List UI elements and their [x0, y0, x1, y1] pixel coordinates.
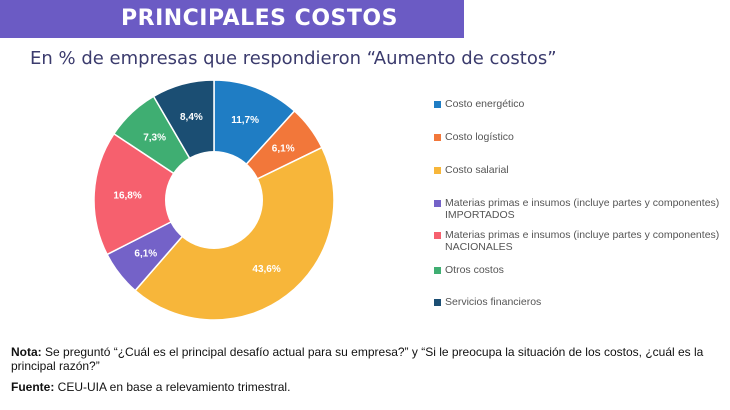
legend-swatch-otros-costos [434, 267, 441, 274]
slice-data-label: 7,3% [143, 133, 166, 144]
slice-data-label: 8,4% [180, 112, 203, 123]
legend-label: Materias primas e insumos (incluye parte… [445, 197, 720, 221]
slice-data-label: 11,7% [231, 115, 259, 126]
footnote: Nota: Se preguntó “¿Cuál es el principal… [11, 345, 721, 373]
note-label: Nota: [11, 345, 42, 359]
legend-label: Costo logístico [445, 131, 514, 143]
legend-label: Servicios financieros [445, 296, 542, 308]
legend-label: Materias primas e insumos (incluye parte… [445, 229, 720, 253]
legend-label: Costo salarial [445, 164, 509, 176]
page-title: PRINCIPALES COSTOS [121, 6, 398, 31]
legend-swatch-materias-importados [434, 200, 441, 207]
chart-subtitle: En % de empresas que respondieron “Aumen… [30, 48, 557, 69]
source-label: Fuente: [11, 380, 55, 394]
slice-data-label: 6,1% [134, 249, 157, 260]
slice-data-label: 16,8% [113, 191, 141, 202]
note-text: Se preguntó “¿Cuál es el principal desaf… [11, 345, 704, 373]
legend-label: Otros costos [445, 264, 504, 276]
slice-data-label: 43,6% [252, 264, 280, 275]
donut-slice [93, 132, 216, 256]
legend-swatch-materias-nacionales [434, 232, 441, 239]
legend-swatch-servicios-financieros [434, 299, 441, 306]
donut-hole [165, 151, 263, 249]
title-banner: PRINCIPALES COSTOS [0, 0, 464, 38]
source-note: Fuente: CEU-UIA en base a relevamiento t… [11, 380, 290, 394]
legend-swatch-costo-salarial [434, 167, 441, 174]
legend-swatch-costo-logistico [434, 134, 441, 141]
source-text: CEU-UIA en base a relevamiento trimestra… [54, 380, 291, 394]
slice-data-label: 6,1% [272, 144, 295, 155]
legend-swatch-costo-energetico [434, 101, 441, 108]
legend-label: Costo energético [445, 98, 525, 110]
